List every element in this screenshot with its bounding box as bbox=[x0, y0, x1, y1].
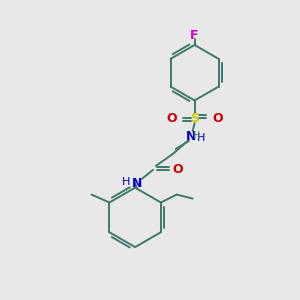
Text: H: H bbox=[193, 131, 200, 141]
Text: O: O bbox=[172, 163, 183, 176]
Text: H: H bbox=[197, 133, 206, 143]
Text: S: S bbox=[190, 112, 199, 125]
Text: O: O bbox=[212, 112, 223, 125]
Text: O: O bbox=[167, 112, 177, 125]
Text: F: F bbox=[190, 28, 199, 42]
Text: H: H bbox=[122, 177, 130, 187]
Text: N: N bbox=[132, 177, 142, 190]
Text: N: N bbox=[185, 130, 196, 142]
